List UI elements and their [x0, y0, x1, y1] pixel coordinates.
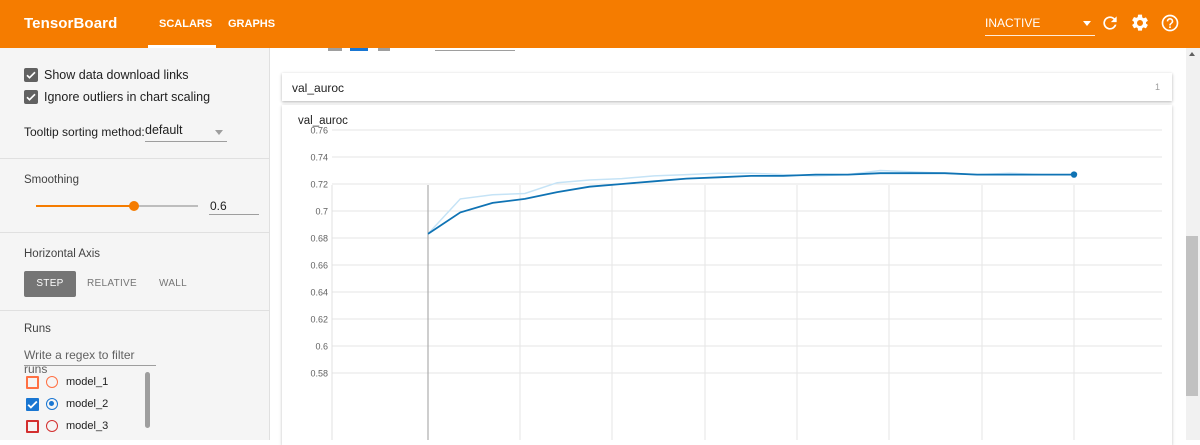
help-icon[interactable]: [1160, 13, 1180, 33]
y-tick-label: 0.7: [315, 207, 328, 217]
axis-relative-button[interactable]: RELATIVE: [86, 278, 137, 289]
y-tick-label: 0.76: [310, 126, 328, 136]
run-checkbox-checked[interactable]: [26, 398, 39, 411]
checkbox-checked-icon[interactable]: [24, 68, 38, 82]
ignore-outliers-label: Ignore outliers in chart scaling: [44, 90, 211, 104]
tooltip-sorting-value: default: [145, 123, 183, 137]
y-tick-label: 0.68: [310, 234, 328, 244]
run-radio[interactable]: [46, 376, 58, 388]
main-scrollbar-thumb[interactable]: [1186, 236, 1198, 396]
y-tick-label: 0.74: [310, 153, 328, 163]
axis-wall-button[interactable]: WALL: [158, 278, 188, 289]
run-label: model_2: [66, 398, 109, 410]
raw-series-line: [427, 169, 1074, 235]
smoothing-slider-knob[interactable]: [129, 201, 139, 211]
tooltip-sorting-select[interactable]: default: [145, 120, 227, 142]
tag-group-header[interactable]: val_auroc 1: [282, 73, 1172, 101]
y-tick-label: 0.62: [310, 315, 328, 325]
inactive-select-value: INACTIVE: [985, 16, 1041, 30]
show-download-links-label: Show data download links: [44, 68, 189, 82]
chevron-down-icon: [215, 130, 223, 135]
run-checkbox[interactable]: [26, 420, 39, 433]
active-tab-indicator: [148, 45, 216, 48]
section-divider: [0, 158, 269, 159]
section-divider: [0, 232, 269, 233]
smoothing-slider-track[interactable]: [134, 205, 198, 207]
y-tick-label: 0.64: [310, 288, 328, 298]
chart-card: val_auroc 0.76 0.74 0.72 0.7 0.68 0.66 0.64 0.6…: [282, 105, 1172, 445]
run-radio-selected[interactable]: [46, 398, 58, 410]
smoothing-title: Smoothing: [24, 174, 79, 186]
app-title: TensorBoard: [24, 15, 118, 32]
refresh-icon[interactable]: [1100, 13, 1120, 33]
runs-filter-input[interactable]: Write a regex to filter runs: [24, 344, 156, 376]
tag-group-count: 1: [1154, 82, 1160, 92]
line-chart[interactable]: 0.76 0.74 0.72 0.7 0.68 0.66 0.64 0.62 0.6 0.58: [282, 105, 1172, 440]
checkbox-checked-icon[interactable]: [24, 90, 38, 104]
y-tick-label: 0.6: [315, 342, 328, 352]
runs-scrollbar[interactable]: [145, 372, 150, 428]
run-label: model_3: [66, 420, 109, 432]
toolbar-stub: [328, 48, 342, 51]
run-checkbox[interactable]: [26, 376, 39, 389]
scroll-up-icon[interactable]: [1189, 52, 1195, 56]
main-panel: val_auroc 1 val_auroc 0.76 0.74 0.72 0.7 0.6…: [270, 48, 1200, 445]
y-tick-label: 0.58: [310, 369, 328, 379]
toolbar-stub: [350, 48, 368, 51]
y-tick-label: 0.72: [310, 180, 328, 190]
chevron-down-icon: [1083, 21, 1091, 26]
chart-title: val_auroc: [298, 115, 348, 127]
tab-graphs[interactable]: GRAPHS: [228, 18, 276, 30]
runs-title: Runs: [24, 323, 51, 335]
series-end-point: [1070, 171, 1078, 178]
tab-scalars[interactable]: SCALARS: [159, 18, 213, 30]
run-label: model_1: [66, 376, 109, 388]
inactive-dashboards-select[interactable]: INACTIVE: [985, 10, 1095, 36]
smoothing-slider-fill[interactable]: [36, 205, 134, 207]
horizontal-axis-title: Horizontal Axis: [24, 248, 101, 260]
toolbar-stub: [378, 48, 390, 51]
toolbar-stub: [435, 50, 515, 51]
tooltip-sorting-label: Tooltip sorting method:: [24, 125, 145, 139]
gear-icon[interactable]: [1130, 13, 1150, 33]
y-tick-label: 0.66: [310, 261, 328, 271]
smoothing-input[interactable]: 0.6: [209, 195, 259, 215]
smoothed-series-line: [427, 172, 1074, 235]
section-divider: [0, 310, 269, 311]
sidebar: Show data download links Ignore outliers…: [0, 48, 270, 440]
top-toolbar: TensorBoard SCALARS GRAPHS INACTIVE: [0, 0, 1200, 48]
tag-group-title: val_auroc: [292, 81, 345, 95]
axis-step-button[interactable]: STEP: [24, 271, 76, 297]
run-radio[interactable]: [46, 420, 58, 432]
